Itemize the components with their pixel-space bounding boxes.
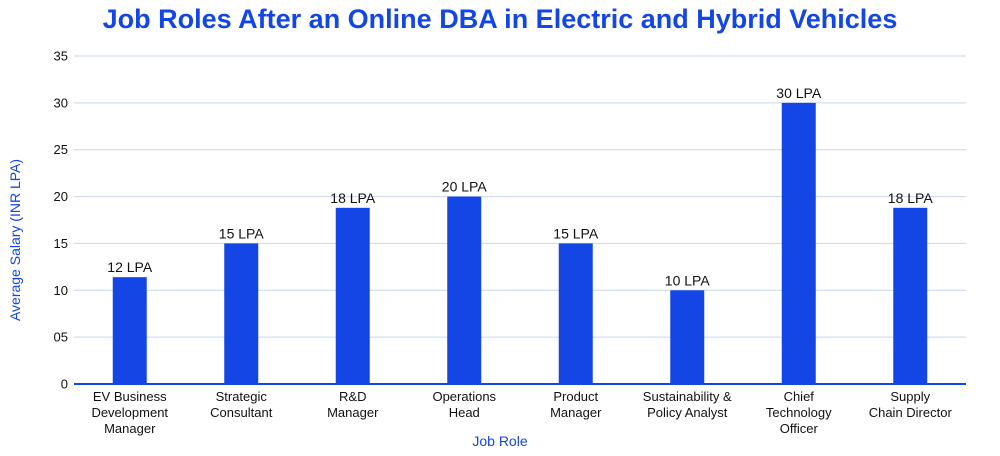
chart-title: Job Roles After an Online DBA in Electri… [102, 4, 898, 34]
y-tick-label: 05 [54, 330, 68, 345]
y-tick-label: 35 [54, 49, 68, 64]
bar [781, 102, 816, 384]
y-axis-ticks: 0 05 10 15 20 25 30 35 [54, 49, 68, 392]
x-category-label: Sustainability & Policy Analyst [643, 389, 732, 420]
bar [335, 207, 370, 384]
y-tick-label: 10 [54, 283, 68, 298]
y-tick-label: 25 [54, 142, 68, 157]
x-category-label: Chief Technology Officer [766, 389, 832, 436]
data-label: 20 LPA [442, 179, 488, 195]
bar [112, 277, 147, 384]
y-tick-label: 15 [54, 236, 68, 251]
x-axis-categories: EV Business Development Manager Strategic Co… [91, 389, 952, 436]
data-labels: 12 LPA 15 LPA 18 LPA 20 LPA 15 LPA 10 LPA 30 L… [107, 85, 933, 288]
data-label: 18 LPA [330, 190, 376, 206]
x-category-label: Supply Chain Director [869, 389, 953, 420]
data-label: 18 LPA [888, 190, 934, 206]
y-tick-label: 30 [54, 95, 68, 110]
bar [893, 207, 928, 384]
x-category-label: EV Business Development Manager [91, 389, 168, 436]
y-tick-label: 0 [61, 377, 68, 392]
data-label: 10 LPA [665, 272, 711, 288]
data-label: 30 LPA [776, 85, 822, 101]
bars [112, 102, 928, 384]
x-category-label: Operations Head [432, 389, 496, 420]
x-axis-title: Job Role [472, 433, 527, 449]
data-label: 15 LPA [553, 225, 599, 241]
x-category-label: Product Manager [550, 389, 602, 420]
x-category-label: R&D Manager [327, 389, 379, 420]
data-label: 12 LPA [107, 259, 153, 275]
data-label: 15 LPA [219, 225, 265, 241]
x-category-label: Strategic Consultant [210, 389, 273, 420]
bar [670, 290, 705, 384]
grid-lines [74, 55, 966, 338]
y-tick-label: 20 [54, 189, 68, 204]
bar [558, 243, 593, 384]
bar [447, 196, 482, 384]
bar [224, 243, 259, 384]
y-axis-title: Average Salary (INR LPA) [7, 159, 23, 321]
